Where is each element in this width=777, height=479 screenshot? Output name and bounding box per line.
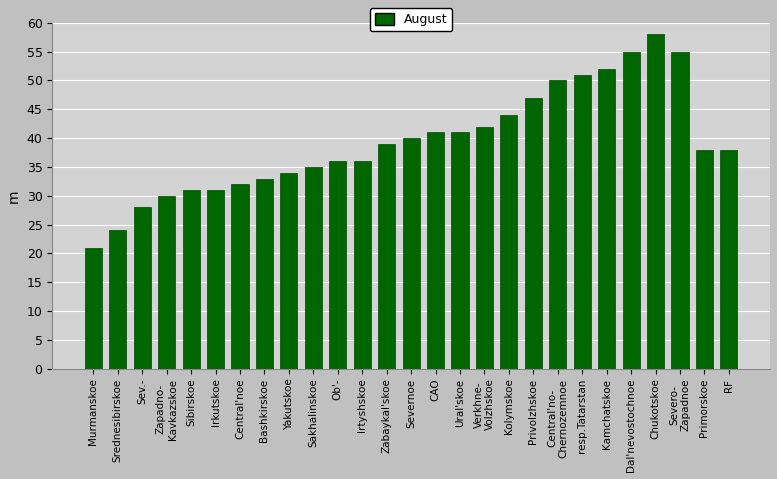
Bar (183, 190, 200, 369)
Bar (329, 161, 347, 369)
Bar (280, 173, 298, 369)
Bar (500, 115, 517, 369)
Bar (402, 138, 420, 369)
Y-axis label: m: m (7, 189, 21, 203)
Bar (647, 34, 664, 369)
Bar (110, 230, 127, 369)
Bar (207, 190, 225, 369)
Bar (573, 75, 591, 369)
Bar (671, 52, 688, 369)
Bar (159, 196, 176, 369)
Bar (134, 207, 151, 369)
Bar (622, 52, 639, 369)
Bar (85, 248, 102, 369)
Bar (476, 126, 493, 369)
Bar (720, 150, 737, 369)
Bar (256, 179, 273, 369)
Bar (549, 80, 566, 369)
Bar (696, 150, 713, 369)
Bar (451, 132, 469, 369)
Legend: August: August (370, 8, 452, 31)
Bar (305, 167, 322, 369)
Bar (427, 132, 444, 369)
Bar (524, 98, 542, 369)
Bar (354, 161, 371, 369)
Bar (598, 69, 615, 369)
Bar (232, 184, 249, 369)
Bar (378, 144, 395, 369)
